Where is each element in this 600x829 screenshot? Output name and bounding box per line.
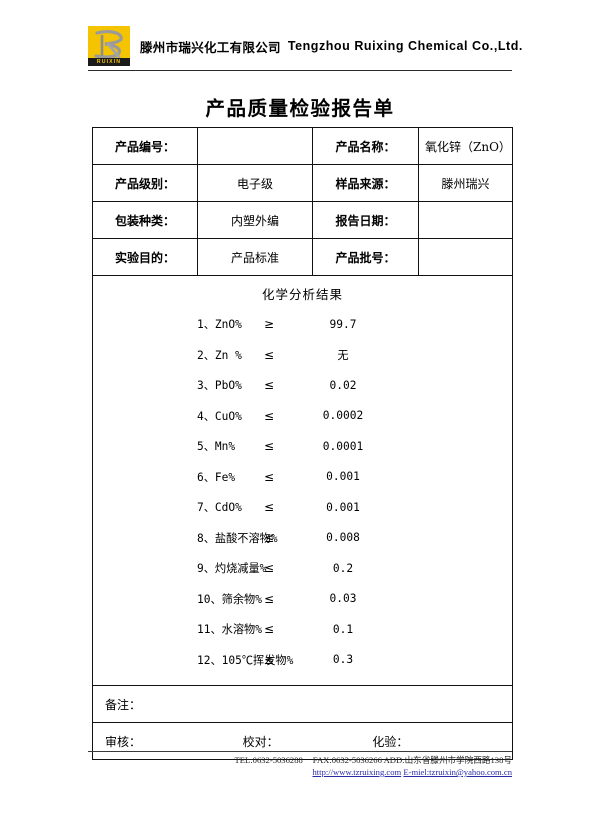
field-label-test-purpose: 实验目的： — [92, 238, 198, 276]
chemical-item-value: 0.001 — [326, 470, 360, 484]
footer-fax: FAX:0632-5036266 — [312, 755, 382, 765]
chemical-item-value: 0.2 — [332, 561, 354, 575]
chemical-item-operator: ≤ — [263, 561, 275, 576]
chemical-item-operator: ≥ — [263, 317, 275, 332]
chemical-row: 6、Fe% ≤0.001 — [93, 462, 512, 493]
company-name-cn: 滕州市瑞兴化工有限公司 — [140, 39, 281, 55]
chemical-item-operator: ≤ — [263, 469, 275, 484]
chemical-item-operator: ≤ — [263, 530, 275, 545]
field-label-product-grade: 产品级别： — [92, 164, 198, 202]
field-value-report-date[interactable] — [418, 201, 513, 239]
signature-reviewer[interactable]: 审核： — [105, 734, 142, 749]
chemical-row: 1、ZnO% ≥99.7 — [93, 309, 512, 340]
chemical-item-name: 6、Fe% — [197, 470, 236, 484]
footer-divider — [88, 751, 512, 752]
table-row: 包装种类： 内塑外编 报告日期： — [92, 201, 513, 239]
chemical-item-value: 0.03 — [329, 592, 357, 606]
report-table: 产品编号： 产品名称： 氧化锌（ZnO） 产品级别： 电子级 样品来源： 滕州瑞… — [92, 127, 513, 760]
chemical-item-operator: ≤ — [263, 408, 275, 423]
chemical-item-operator: ≤ — [263, 378, 275, 393]
field-value-product-code[interactable] — [197, 127, 313, 165]
field-label-report-date: 报告日期： — [312, 201, 419, 239]
chemical-item-value: 无 — [337, 348, 349, 362]
company-name-en: Tengzhou Ruixing Chemical Co.,Ltd. — [287, 39, 523, 53]
footer-links-line: http://www.tzruixing.com E-miel:tzruixin… — [88, 766, 513, 778]
footer-contact-line: TEL:0632-5036288 FAX:0632-5036266 ADD:山东省… — [88, 754, 512, 766]
field-label-package-type: 包装种类： — [92, 201, 198, 239]
table-row: 产品级别： 电子级 样品来源： 滕州瑞兴 — [92, 164, 513, 202]
chemical-item-name: 2、Zn % — [197, 348, 242, 362]
signature-row: 审核： 校对： 化验： — [92, 722, 513, 760]
chemical-item-value: 0.02 — [329, 378, 357, 392]
field-value-package-type[interactable]: 内塑外编 — [197, 201, 313, 239]
field-value-test-purpose[interactable]: 产品标准 — [197, 238, 313, 276]
company-logo-icon: RUIXIN — [88, 26, 130, 66]
footer-website-link[interactable]: http://www.tzruixing.com — [312, 767, 402, 777]
chemical-item-name: 7、CdO% — [197, 501, 242, 515]
table-row-remark: 备注： — [92, 685, 513, 723]
chemical-row: 11、水溶物% ≤0.1 — [93, 614, 512, 645]
chemical-item-name: 8、盐酸不溶物% — [197, 531, 278, 545]
table-row-signatures: 审核： 校对： 化验： — [92, 722, 513, 760]
chemical-item-name: 12、105℃挥发物% — [197, 653, 294, 667]
field-value-product-grade[interactable]: 电子级 — [197, 164, 313, 202]
field-label-batch-number: 产品批号： — [312, 238, 419, 276]
chemical-analysis-title: 化学分析结果 — [261, 287, 343, 302]
chemical-item-name: 11、水溶物% — [197, 623, 262, 637]
chemical-item-value: 0.008 — [326, 531, 360, 545]
chemical-item-operator: ≤ — [263, 622, 275, 637]
chemical-item-operator: ≤ — [263, 347, 275, 362]
chemical-item-value: 0.3 — [332, 653, 354, 667]
chemical-item-value: 0.0002 — [322, 409, 364, 423]
field-value-batch-number[interactable] — [418, 238, 513, 276]
signature-proofreader[interactable]: 校对： — [242, 734, 279, 749]
chemical-item-name: 4、CuO% — [197, 409, 242, 423]
chemical-item-value: 99.7 — [329, 317, 357, 331]
table-row-chemical: 化学分析结果 1、ZnO% ≥99.7 2、Zn % ≤ 无 3、PbO% ≤0.02 4、C… — [92, 275, 513, 686]
chemical-item-value: 0.001 — [326, 500, 360, 514]
chemical-item-operator: ≤ — [263, 500, 275, 515]
signature-tester[interactable]: 化验： — [372, 734, 409, 749]
chemical-row: 2、Zn % ≤ 无 — [93, 340, 512, 371]
chemical-row: 4、CuO% ≤0.0002 — [93, 401, 512, 432]
chemical-item-value: 0.0001 — [322, 439, 364, 453]
logo-wordmark: RUIXIN — [88, 58, 130, 66]
page-title: 产品质量检验报告单 — [205, 97, 395, 120]
chemical-item-name: 10、筛余物% — [197, 592, 262, 606]
chemical-row: 10、筛余物% ≤0.03 — [93, 584, 512, 615]
field-label-sample-source: 样品来源： — [312, 164, 419, 202]
table-row: 产品编号： 产品名称： 氧化锌（ZnO） — [92, 127, 513, 165]
chemical-row: 9、灼烧减量% ≤0.2 — [93, 553, 512, 584]
header-divider — [88, 70, 512, 71]
chemical-row: 7、CdO% ≤0.001 — [93, 492, 512, 523]
remark-label: 备注： — [105, 697, 142, 712]
remark-row[interactable]: 备注： — [92, 685, 513, 723]
footer-tel: TEL:0632-5036288 — [234, 755, 303, 765]
chemical-row: 8、盐酸不溶物% ≤0.008 — [93, 523, 512, 554]
chemical-analysis-cell: 化学分析结果 1、ZnO% ≥99.7 2、Zn % ≤ 无 3、PbO% ≤0.02 4、C… — [92, 275, 513, 686]
field-label-product-name: 产品名称： — [312, 127, 419, 165]
chemical-row: 12、105℃挥发物% ≤0.3 — [93, 645, 512, 676]
chemical-item-name: 3、PbO% — [197, 379, 242, 393]
chemical-item-name: 5、Mn% — [197, 440, 236, 454]
footer-address: ADD:山东省滕州市学院西路138号 — [383, 755, 512, 765]
page-footer: TEL:0632-5036288 FAX:0632-5036266 ADD:山东省… — [88, 754, 512, 778]
chemical-row: 5、Mn% ≤0.0001 — [93, 431, 512, 462]
chemical-analysis-list: 1、ZnO% ≥99.7 2、Zn % ≤ 无 3、PbO% ≤0.02 4、CuO% ≤0.0… — [93, 309, 512, 675]
footer-email-link[interactable]: E-miel:tzruixin@yahoo.com.cn — [403, 767, 512, 777]
page-header: RUIXIN 滕州市瑞兴化工有限公司 Tengzhou Ruixing Chem… — [88, 22, 522, 70]
chemical-item-operator: ≤ — [263, 591, 275, 606]
table-row: 实验目的： 产品标准 产品批号： — [92, 238, 513, 276]
chemical-item-operator: ≤ — [263, 439, 275, 454]
field-label-product-code: 产品编号： — [92, 127, 198, 165]
field-value-product-name[interactable]: 氧化锌（ZnO） — [418, 127, 513, 165]
field-value-sample-source[interactable]: 滕州瑞兴 — [418, 164, 513, 202]
chemical-row: 3、PbO% ≤0.02 — [93, 370, 512, 401]
chemical-item-name: 9、灼烧减量% — [197, 562, 267, 576]
chemical-item-name: 1、ZnO% — [197, 318, 242, 332]
chemical-item-operator: ≤ — [263, 652, 275, 667]
chemical-item-value: 0.1 — [332, 622, 354, 636]
